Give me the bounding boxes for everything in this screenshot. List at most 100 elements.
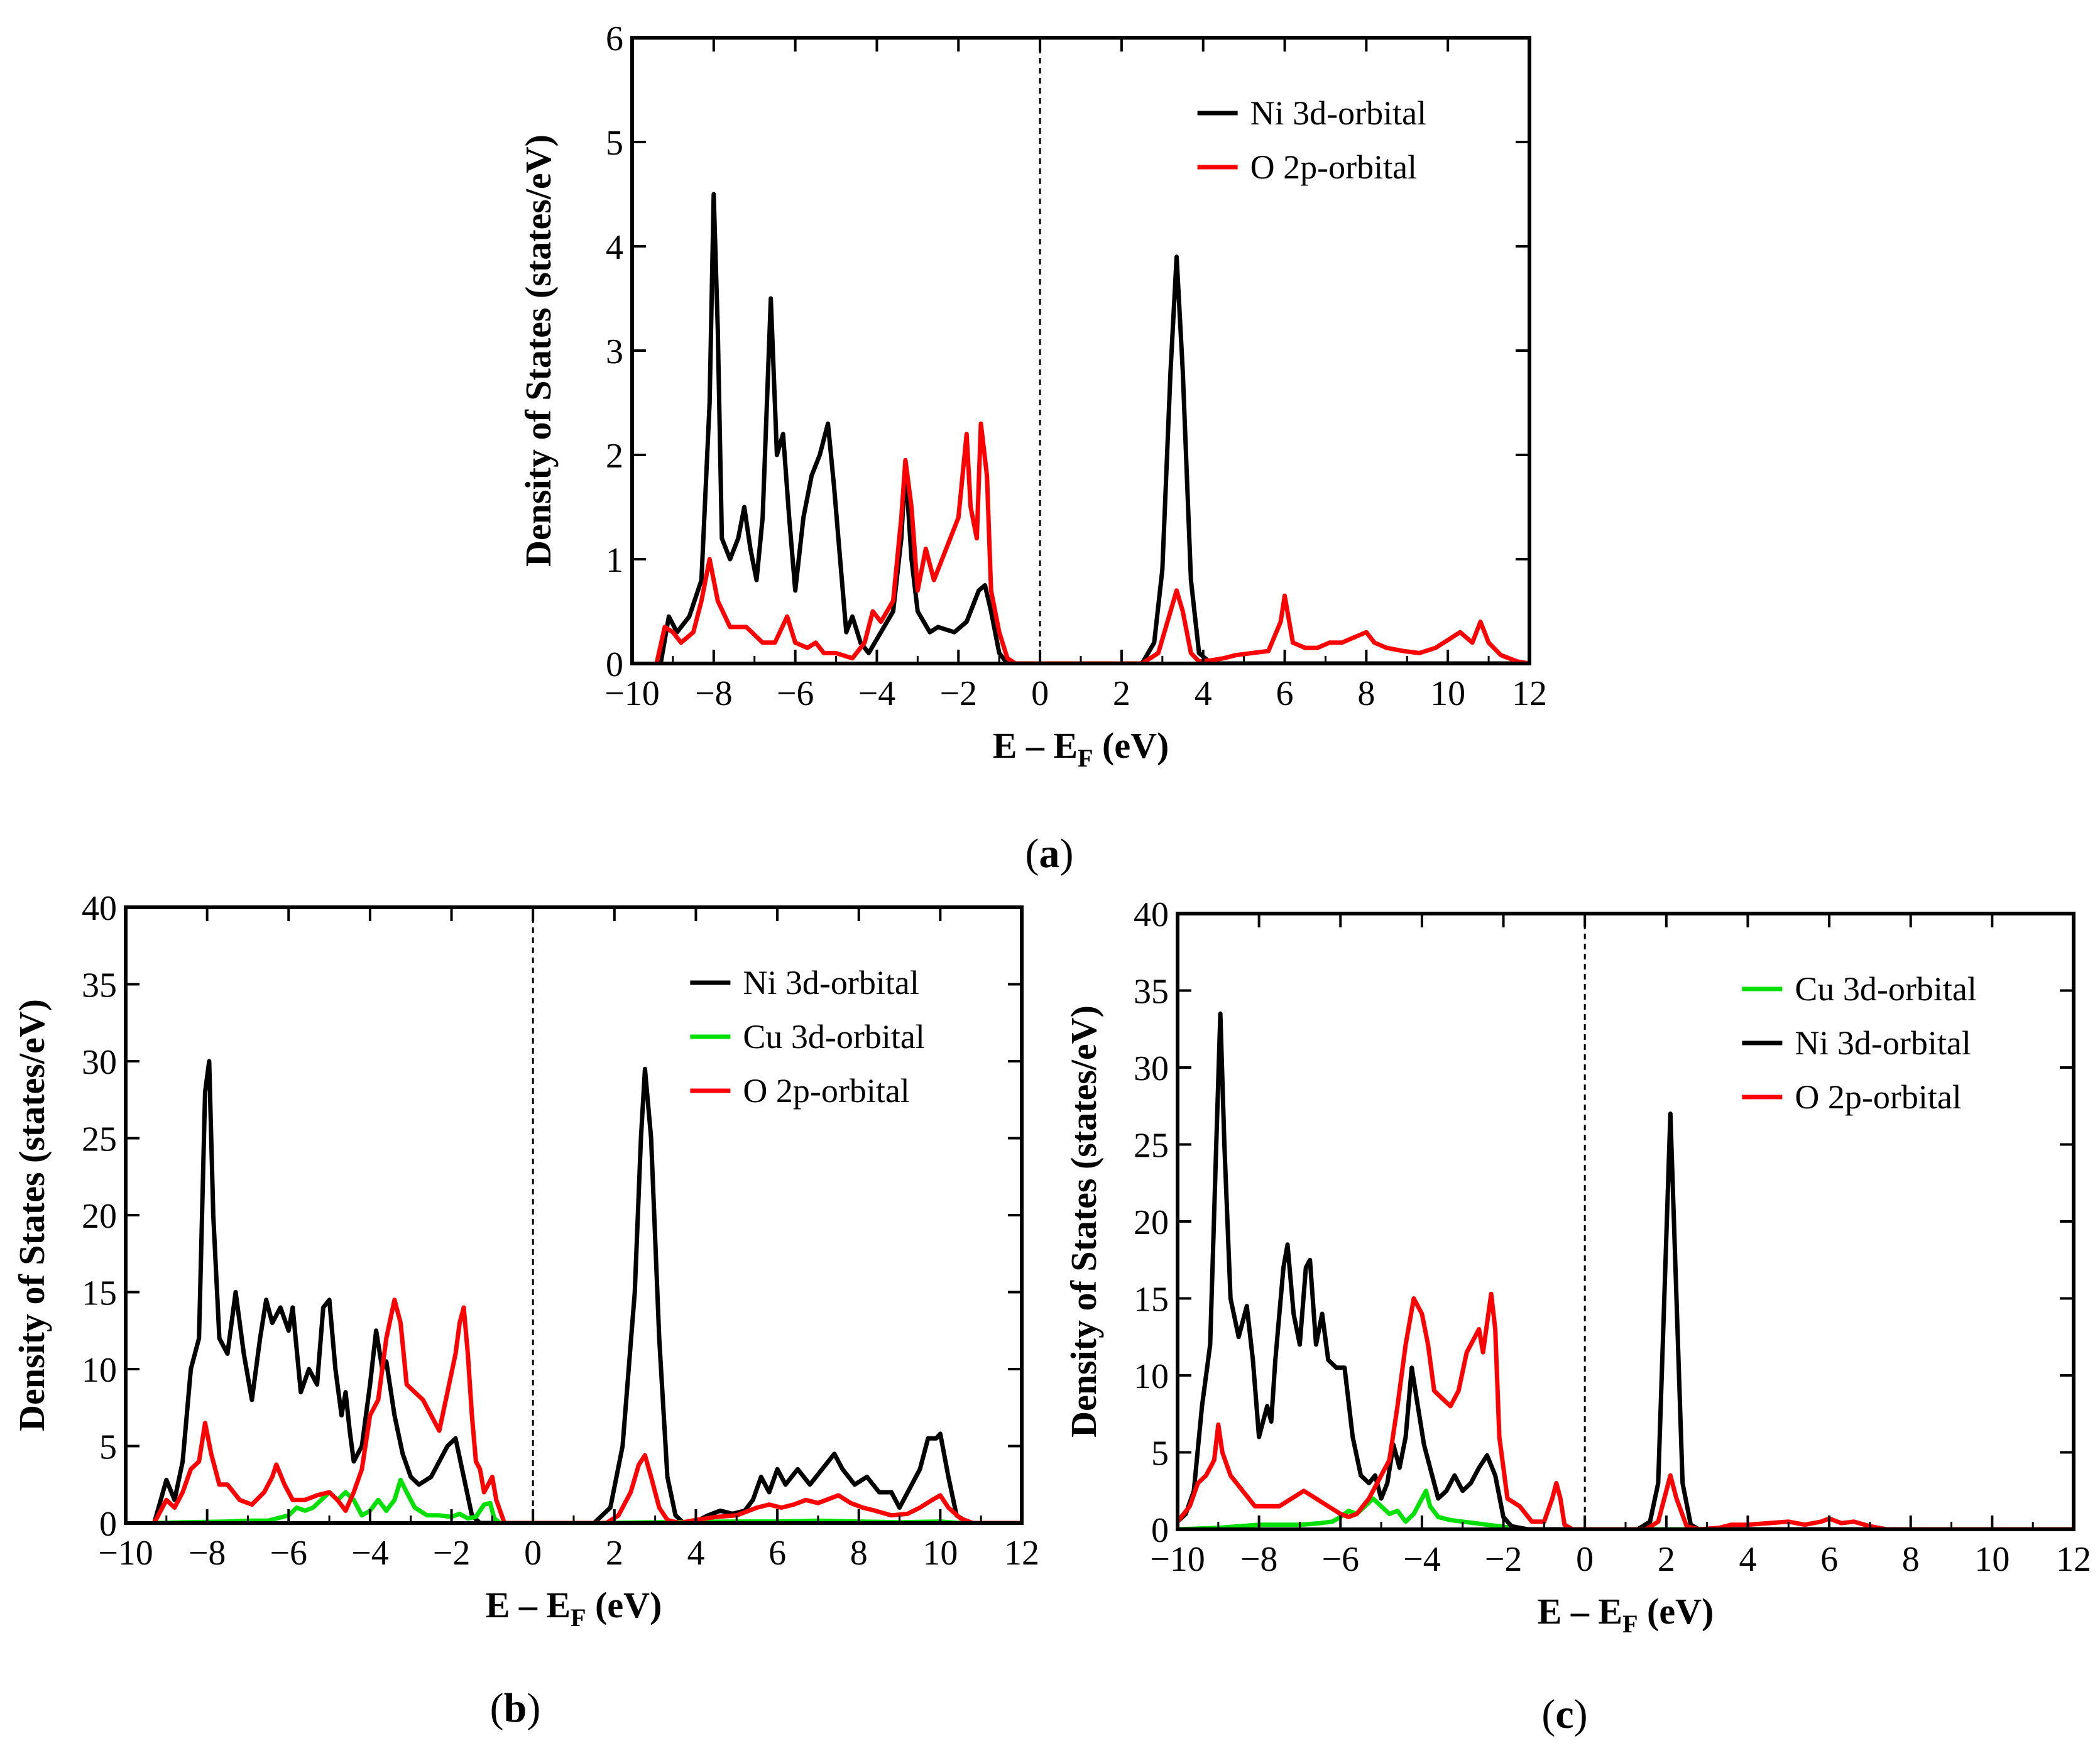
x-tick-label: 6 — [768, 1534, 786, 1573]
legend-label: Cu 3d-orbital — [1795, 970, 1976, 1008]
y-tick-label: 25 — [82, 1120, 117, 1159]
x-axis-title-main: E – E — [486, 1585, 571, 1625]
caption-letter: c — [1555, 1691, 1573, 1737]
x-tick-label: −2 — [433, 1534, 471, 1573]
y-axis-title: Density of States (states/eV) — [518, 134, 559, 567]
y-tick-label: 6 — [606, 19, 623, 58]
y-tick-label: 40 — [1134, 895, 1169, 934]
y-tick-label: 30 — [1134, 1049, 1169, 1088]
x-tick-label: −4 — [1403, 1540, 1441, 1579]
x-axis-title-subscript: F — [1078, 744, 1093, 772]
series-line-o-2p-orbital — [1178, 1291, 2074, 1529]
x-tick-label: −2 — [1485, 1540, 1523, 1579]
y-tick-label: 35 — [82, 966, 117, 1005]
x-tick-label: 0 — [524, 1534, 542, 1573]
x-tick-label: −2 — [939, 674, 977, 713]
legend-label: O 2p-orbital — [1250, 148, 1417, 186]
x-tick-label: 2 — [1658, 1540, 1675, 1579]
x-tick-label: 2 — [1113, 674, 1130, 713]
y-tick-label: 3 — [606, 332, 623, 371]
x-tick-label: −6 — [777, 674, 814, 713]
y-tick-label: 0 — [1151, 1511, 1169, 1550]
y-tick-label: 5 — [1151, 1434, 1169, 1473]
x-tick-label: 8 — [1357, 674, 1375, 713]
panel-caption: (a) — [1025, 831, 1074, 876]
y-tick-label: 1 — [606, 541, 623, 580]
y-tick-label: 30 — [82, 1043, 117, 1082]
y-tick-label: 2 — [606, 437, 623, 476]
y-tick-label: 20 — [82, 1197, 117, 1236]
y-tick-label: 4 — [606, 228, 623, 267]
y-axis-title: Density of States (states/eV) — [11, 999, 52, 1431]
x-tick-label: −6 — [270, 1534, 307, 1573]
x-axis-title: E – EF (eV) — [993, 725, 1169, 772]
y-tick-label: 15 — [82, 1274, 117, 1313]
y-tick-label: 5 — [606, 124, 623, 163]
x-tick-label: 10 — [922, 1534, 958, 1573]
x-tick-label: −6 — [1321, 1540, 1359, 1579]
x-axis-title-main: E – E — [993, 725, 1078, 766]
panel-c: −10 −8 −6 −4 −2 0 2 4 6 8 10 12 0 5 10 15 20 25 30 35 40 E – … — [1063, 895, 2091, 1737]
series-line-ni-3d-orbital — [151, 1059, 1022, 1523]
y-tick-label: 10 — [1134, 1357, 1169, 1396]
y-tick-label: 5 — [99, 1428, 117, 1467]
y-tick-label: 15 — [1134, 1281, 1169, 1319]
x-tick-label: 4 — [687, 1534, 704, 1573]
caption-paren-open: ( — [1025, 831, 1039, 876]
x-tick-label: −4 — [351, 1534, 389, 1573]
x-tick-label: 4 — [1739, 1540, 1756, 1579]
caption-paren-close: ) — [527, 1685, 540, 1731]
caption-paren-close: ) — [1574, 1691, 1588, 1737]
x-tick-label: 2 — [606, 1534, 623, 1573]
y-tick-label: 40 — [82, 889, 117, 928]
y-tick-label: 0 — [606, 645, 623, 684]
legend-label: Ni 3d-orbital — [1795, 1024, 1971, 1062]
panel-b: −10 −8 −6 −4 −2 0 2 4 6 8 10 12 0 5 10 15 20 25 30 35 40 E – … — [11, 889, 1039, 1731]
x-tick-label: −8 — [1240, 1540, 1278, 1579]
x-axis-title-unit: (eV) — [586, 1585, 662, 1625]
x-axis-title: E – EF (eV) — [486, 1585, 662, 1632]
x-axis-title-unit: (eV) — [1638, 1591, 1714, 1632]
x-tick-label: 10 — [1974, 1540, 2010, 1579]
x-tick-label: 4 — [1195, 674, 1212, 713]
series-line-ni-3d-orbital — [1178, 1011, 2074, 1529]
x-axis-title: E – EF (eV) — [1538, 1591, 1714, 1638]
panel-caption: (c) — [1541, 1691, 1587, 1737]
legend-label: O 2p-orbital — [743, 1072, 909, 1110]
x-tick-label: 6 — [1276, 674, 1294, 713]
y-tick-label: 25 — [1134, 1127, 1169, 1166]
legend-label: Ni 3d-orbital — [743, 964, 919, 1002]
x-tick-label: −8 — [695, 674, 733, 713]
x-tick-label: −8 — [189, 1534, 226, 1573]
caption-paren-open: ( — [490, 1685, 504, 1731]
x-tick-label: 12 — [1512, 674, 1547, 713]
series-line-ni-3d-orbital — [658, 192, 1529, 664]
x-tick-label: −10 — [1150, 1540, 1205, 1579]
x-tick-label: 12 — [1004, 1534, 1039, 1573]
y-axis-title: Density of States (states/eV) — [1063, 1005, 1104, 1438]
x-axis-title-main: E – E — [1538, 1591, 1622, 1632]
x-tick-label: 8 — [850, 1534, 868, 1573]
x-tick-label: 8 — [1902, 1540, 1920, 1579]
legend-label: O 2p-orbital — [1795, 1078, 1961, 1116]
x-tick-label: 10 — [1430, 674, 1465, 713]
series-line-cu-3d-orbital — [1178, 1488, 2074, 1529]
y-tick-label: 35 — [1134, 973, 1169, 1012]
x-tick-label: 6 — [1820, 1540, 1838, 1579]
series-line-o-2p-orbital — [151, 1297, 1022, 1523]
x-tick-label: −10 — [98, 1534, 153, 1573]
x-tick-label: −10 — [604, 674, 660, 713]
caption-paren-open: ( — [1541, 1691, 1555, 1737]
y-tick-label: 20 — [1134, 1203, 1169, 1242]
x-axis-title-subscript: F — [1622, 1610, 1638, 1638]
legend-label: Cu 3d-orbital — [743, 1018, 924, 1056]
caption-letter: b — [504, 1685, 527, 1731]
legend-label: Ni 3d-orbital — [1250, 94, 1426, 132]
caption-letter: a — [1039, 831, 1060, 876]
panel-caption: (b) — [490, 1685, 541, 1731]
y-tick-label: 10 — [82, 1351, 117, 1390]
x-tick-label: −4 — [858, 674, 896, 713]
x-tick-label: 0 — [1031, 674, 1049, 713]
caption-paren-close: ) — [1060, 831, 1074, 876]
